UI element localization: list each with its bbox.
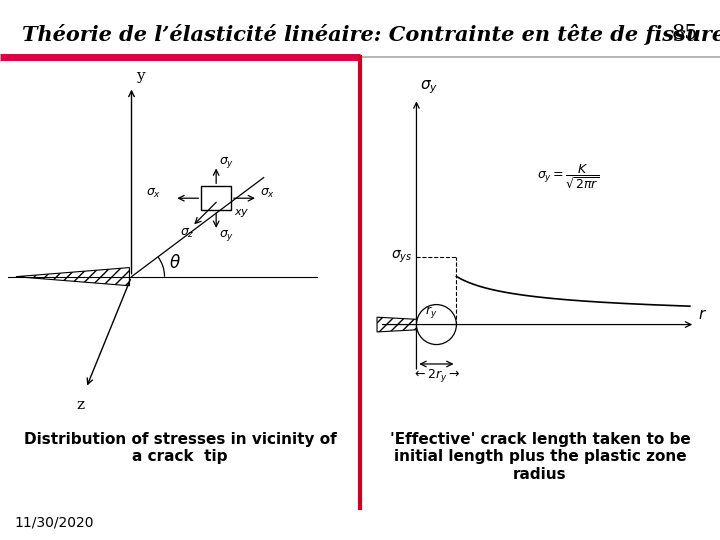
Polygon shape bbox=[16, 268, 130, 286]
Text: $\sigma_y$: $\sigma_y$ bbox=[219, 154, 234, 170]
Text: $\theta$: $\theta$ bbox=[169, 254, 181, 272]
Polygon shape bbox=[377, 317, 416, 332]
Text: Distribution of stresses in vicinity of
a crack  tip: Distribution of stresses in vicinity of … bbox=[24, 432, 336, 464]
Text: 85: 85 bbox=[672, 24, 698, 43]
Text: $\sigma_x$: $\sigma_x$ bbox=[145, 187, 161, 200]
Text: $\sigma_{ys}$: $\sigma_{ys}$ bbox=[391, 248, 413, 265]
Text: $xy$: $xy$ bbox=[234, 207, 250, 219]
Text: $r_y$: $r_y$ bbox=[426, 303, 438, 320]
Text: y: y bbox=[135, 69, 144, 83]
Text: 11/30/2020: 11/30/2020 bbox=[14, 515, 94, 529]
Text: z: z bbox=[76, 399, 84, 413]
Text: $\sigma_y= \dfrac{K}{\sqrt{2\pi r}}$: $\sigma_y= \dfrac{K}{\sqrt{2\pi r}}$ bbox=[537, 163, 600, 191]
Text: $r$: $r$ bbox=[698, 308, 707, 322]
Text: $\sigma_y$: $\sigma_y$ bbox=[420, 78, 438, 96]
Bar bbox=[202, 186, 231, 210]
Text: Théorie de l’élasticité linéaire: Contrainte en tête de fissure: Théorie de l’élasticité linéaire: Contra… bbox=[22, 24, 720, 45]
Text: 'Effective' crack length taken to be
initial length plus the plastic zone
radius: 'Effective' crack length taken to be ini… bbox=[390, 432, 690, 482]
Text: $\sigma_x$: $\sigma_x$ bbox=[260, 187, 275, 200]
Text: $\sigma_z$: $\sigma_z$ bbox=[180, 227, 194, 240]
Text: $\leftarrow 2r_y \rightarrow$: $\leftarrow 2r_y \rightarrow$ bbox=[413, 367, 461, 384]
Text: $\sigma_y$: $\sigma_y$ bbox=[219, 228, 234, 243]
